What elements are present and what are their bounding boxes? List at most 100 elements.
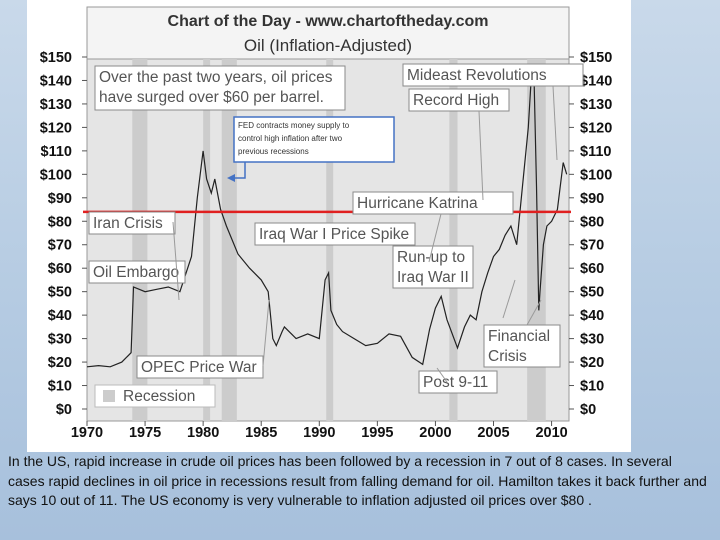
annotation-box xyxy=(88,260,186,284)
annotation-pointer xyxy=(478,110,484,201)
annotation-text: previous recessions xyxy=(238,147,309,156)
ytick-label-right: $30 xyxy=(580,332,604,348)
ytick-label-left: $30 xyxy=(48,332,72,348)
annotation-box xyxy=(352,191,514,215)
annotation-1: Mideast Revolutions xyxy=(402,63,584,87)
chart-header-box xyxy=(86,6,570,60)
annotation-text: Mideast Revolutions xyxy=(407,67,547,84)
recession-band-2 xyxy=(221,59,237,421)
recession-band-0 xyxy=(132,59,148,421)
ytick-label-right: $50 xyxy=(580,285,604,301)
oil-price-chart: Chart of the Day - www.chartoftheday.com… xyxy=(40,6,613,441)
annotation-box xyxy=(254,222,416,246)
annotation-pointer xyxy=(428,213,442,263)
ytick-label-left: $80 xyxy=(48,214,72,230)
annotation-box xyxy=(94,65,346,111)
ytick-label-left: $150 xyxy=(40,50,72,66)
annotation-pointer xyxy=(436,367,448,383)
ytick-label-right: $80 xyxy=(580,214,604,230)
ytick-label-left: $90 xyxy=(48,191,72,207)
annotation-2: Record High xyxy=(408,88,510,112)
annotation-pointer xyxy=(502,279,516,319)
annotation-box xyxy=(418,370,498,394)
oil-price-line xyxy=(86,68,568,368)
ytick-label-left: $10 xyxy=(48,379,72,395)
ytick-label-right: $40 xyxy=(580,308,604,324)
ytick-label-right: $0 xyxy=(580,402,596,418)
x-axis-ticks: 1970 1975 1980 1985 1990 1995 2000 2005 2010 xyxy=(71,421,568,441)
ytick-label-right: $90 xyxy=(580,191,604,207)
ytick-label-right: $100 xyxy=(580,167,612,183)
annotation-text: Iraq War I Price Spike xyxy=(259,226,409,243)
annotation-11: Post 9-11 xyxy=(418,370,498,394)
chart-image: Chart of the Day - www.chartoftheday.com… xyxy=(27,0,631,452)
ytick-label-left: $50 xyxy=(48,285,72,301)
legend-box xyxy=(94,384,216,408)
annotation-pointer xyxy=(172,221,180,301)
ytick-label-left: $120 xyxy=(40,120,72,136)
annotation-text: Over the past two years, oil prices xyxy=(99,69,333,86)
legend-swatch-recession xyxy=(103,390,115,402)
xtick-label: 2010 xyxy=(535,425,567,441)
annotation-text: Hurricane Katrina xyxy=(357,195,478,212)
recession-band-4 xyxy=(449,59,458,421)
ytick-label-left: $100 xyxy=(40,167,72,183)
annotation-9: Financial Crisis xyxy=(483,324,561,368)
annotation-3: FED contracts money supply to control hig… xyxy=(233,116,395,163)
ytick-label-left: $70 xyxy=(48,238,72,254)
annotation-pointer xyxy=(262,299,270,367)
xtick-label: 2005 xyxy=(477,425,509,441)
chart-title: Oil (Inflation-Adjusted) xyxy=(244,36,412,55)
annotation-text: Crisis xyxy=(488,348,527,365)
chart-header: Chart of the Day - www.chartoftheday.com xyxy=(168,13,489,30)
xtick-label: 1990 xyxy=(303,425,335,441)
annotation-text: FED contracts money supply to xyxy=(238,121,350,130)
annotations: Over the past two years, oil prices have … xyxy=(88,63,584,394)
ytick-label-left: $60 xyxy=(48,261,72,277)
legend-label-recession: Recession xyxy=(123,388,195,405)
annotation-text: Record High xyxy=(413,92,499,109)
annotation-4: Hurricane Katrina xyxy=(352,191,514,215)
slide-caption: In the US, rapid increase in crude oil p… xyxy=(8,453,707,508)
annotation-text: OPEC Price War xyxy=(141,359,257,376)
xtick-label: 1975 xyxy=(129,425,161,441)
annotation-box xyxy=(408,88,510,112)
fed-arrow xyxy=(227,162,246,182)
xtick-label: 1995 xyxy=(361,425,393,441)
ytick-label-left: $20 xyxy=(48,355,72,371)
ytick-label-left: $0 xyxy=(56,402,72,418)
ytick-label-left: $40 xyxy=(48,308,72,324)
annotation-text: Run-up to xyxy=(397,249,465,266)
ytick-label-right: $10 xyxy=(580,379,604,395)
annotation-pointer xyxy=(552,85,558,161)
ytick-label-left: $110 xyxy=(41,144,72,160)
ytick-label-right: $120 xyxy=(580,120,612,136)
annotation-text: Oil Embargo xyxy=(93,264,179,281)
fed-arrow-head xyxy=(227,174,235,182)
annotation-text: Iran Crisis xyxy=(93,215,163,232)
xtick-label: 1980 xyxy=(187,425,219,441)
ytick-label-left: $140 xyxy=(40,73,72,89)
annotation-box xyxy=(392,245,474,289)
ytick-label-right: $70 xyxy=(580,238,604,254)
annotation-text: have surged over $60 per barrel. xyxy=(99,89,324,106)
annotation-text: Financial xyxy=(488,328,550,345)
legend: Recession xyxy=(94,384,216,408)
annotation-text: control high inflation after two xyxy=(238,134,343,143)
recession-band-1 xyxy=(203,59,211,421)
annotation-pointer xyxy=(526,299,542,326)
annotation-text: Iraq War II xyxy=(397,269,469,286)
annotation-6: Iraq War I Price Spike xyxy=(254,222,416,246)
annotation-box xyxy=(402,63,584,87)
ytick-label-right: $60 xyxy=(580,261,604,277)
annotation-box xyxy=(136,355,264,379)
annotation-0: Over the past two years, oil prices have … xyxy=(94,65,346,111)
ytick-label-right: $150 xyxy=(580,50,612,66)
fed-annotation-box xyxy=(233,116,395,163)
annotation-text: Post 9-11 xyxy=(423,374,488,391)
ytick-label-right: $130 xyxy=(580,97,612,113)
y-axis-ticks: $150 $150 $140 $140 $130 $130 $120 $120 $110 $110… xyxy=(40,50,613,418)
xtick-label: 1985 xyxy=(245,425,277,441)
xtick-label: 1970 xyxy=(71,425,103,441)
annotation-8: Oil Embargo xyxy=(88,260,186,284)
